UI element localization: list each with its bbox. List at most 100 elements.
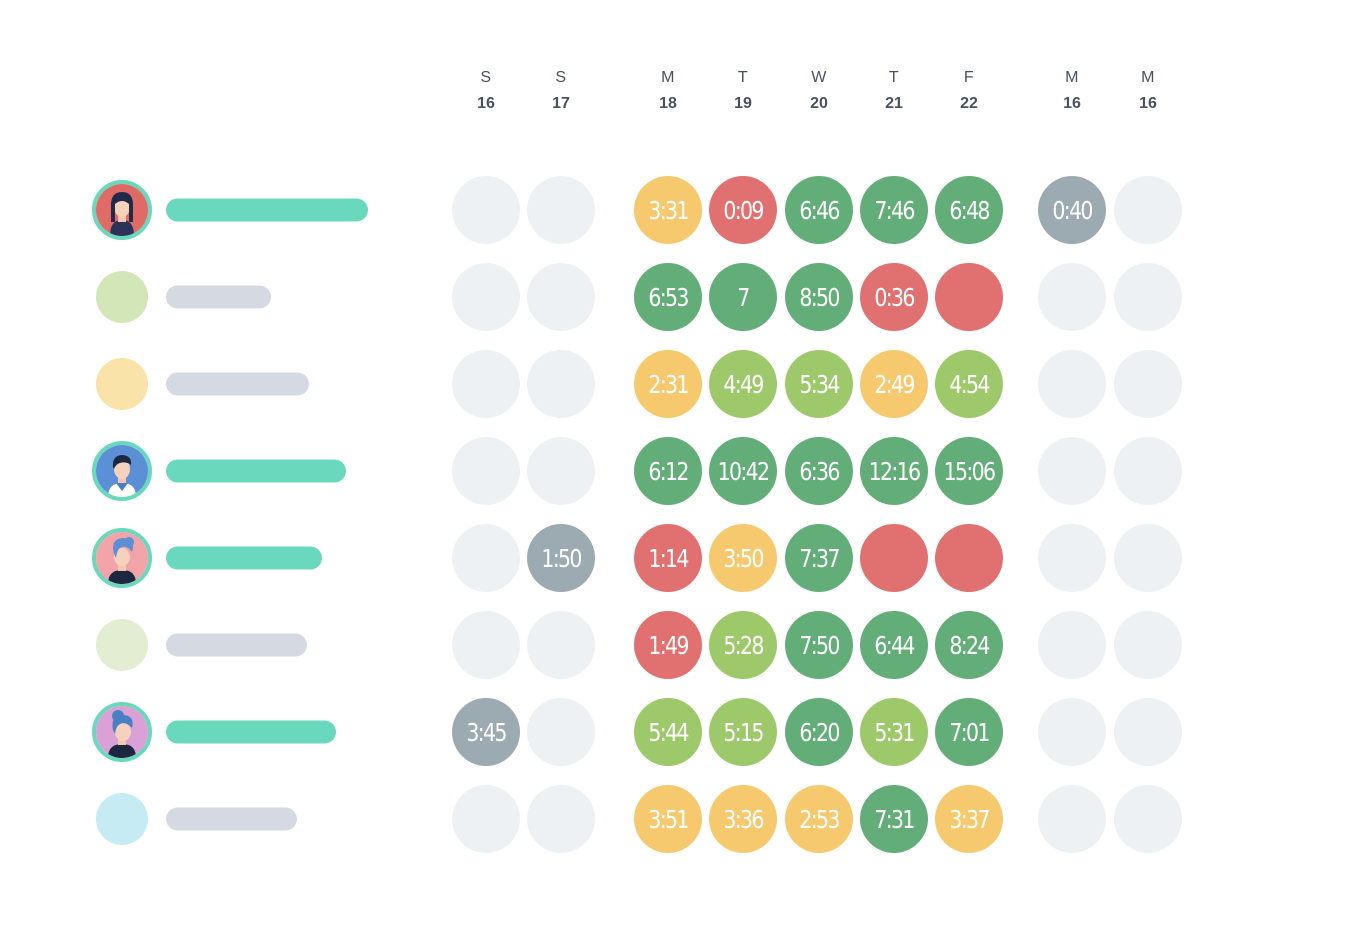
time-cell[interactable]: 5:28 (709, 611, 777, 679)
day-number: 16 (477, 95, 495, 112)
time-cell[interactable]: 6:36 (785, 437, 853, 505)
time-cell[interactable] (1114, 524, 1182, 592)
time-cell[interactable] (452, 524, 520, 592)
time-cell[interactable]: 7:37 (785, 524, 853, 592)
time-cell[interactable]: 7 (709, 263, 777, 331)
time-cell[interactable] (452, 611, 520, 679)
day-number: 16 (1063, 95, 1081, 112)
time-cell[interactable]: 6:44 (860, 611, 928, 679)
time-cell[interactable] (935, 524, 1003, 592)
day-number: 17 (552, 95, 570, 112)
time-cell[interactable]: 3:50 (709, 524, 777, 592)
time-cell[interactable]: 5:15 (709, 698, 777, 766)
day-letter: T (737, 69, 749, 86)
time-cell[interactable]: 12:16 (860, 437, 928, 505)
time-cell[interactable]: 3:51 (634, 785, 702, 853)
time-cell[interactable]: 6:20 (785, 698, 853, 766)
time-cell[interactable] (1114, 785, 1182, 853)
time-cell[interactable]: 6:12 (634, 437, 702, 505)
time-value: 12:16 (868, 456, 922, 486)
time-cell[interactable] (1038, 263, 1106, 331)
placeholder-avatar-icon (96, 358, 148, 410)
time-cell[interactable] (860, 524, 928, 592)
time-cell[interactable] (1114, 176, 1182, 244)
time-cell[interactable] (452, 785, 520, 853)
time-cell[interactable] (527, 611, 595, 679)
time-cell[interactable]: 7:50 (785, 611, 853, 679)
time-cell[interactable] (1038, 611, 1106, 679)
placeholder-avatar-icon (96, 619, 148, 671)
time-cell[interactable]: 3:45 (452, 698, 520, 766)
day-number: 20 (810, 95, 828, 112)
time-cell[interactable] (527, 263, 595, 331)
time-cell[interactable]: 6:46 (785, 176, 853, 244)
time-cell[interactable]: 2:53 (785, 785, 853, 853)
employee-row[interactable]: 3:31 0:09 6:46 7:46 6:48 0:40 (0, 167, 1364, 254)
time-cell[interactable]: 4:54 (935, 350, 1003, 418)
time-cell[interactable] (527, 437, 595, 505)
employee-row[interactable]: 6:12 10:42 6:36 12:16 15:06 (0, 428, 1364, 515)
employee-row[interactable]: 1:49 5:28 7:50 6:44 8:24 (0, 602, 1364, 689)
time-value: 8:24 (949, 630, 990, 660)
time-cell[interactable]: 3:37 (935, 785, 1003, 853)
time-cell[interactable]: 2:31 (634, 350, 702, 418)
day-header-8: M 16 (1108, 68, 1188, 114)
time-cell[interactable] (1038, 785, 1106, 853)
time-cell[interactable]: 7:46 (860, 176, 928, 244)
time-cell[interactable]: 8:24 (935, 611, 1003, 679)
time-cell[interactable] (1114, 437, 1182, 505)
time-cell[interactable] (935, 263, 1003, 331)
time-value: 1:14 (648, 543, 689, 573)
day-number: 18 (659, 95, 677, 112)
time-cell[interactable] (527, 176, 595, 244)
time-cell[interactable] (1038, 698, 1106, 766)
time-cell[interactable] (1114, 263, 1182, 331)
time-cell[interactable]: 7:01 (935, 698, 1003, 766)
time-cell[interactable] (1114, 698, 1182, 766)
time-cell[interactable]: 10:42 (709, 437, 777, 505)
employee-row[interactable]: 1:50 1:14 3:50 7:37 (0, 515, 1364, 602)
time-cell[interactable]: 8:50 (785, 263, 853, 331)
day-letter: S (480, 69, 492, 86)
time-cell[interactable] (452, 176, 520, 244)
time-cell[interactable]: 2:49 (860, 350, 928, 418)
time-cell[interactable] (452, 437, 520, 505)
time-cell[interactable]: 1:49 (634, 611, 702, 679)
day-header-1: S 17 (521, 68, 601, 114)
time-cell[interactable]: 3:31 (634, 176, 702, 244)
time-cell[interactable]: 1:50 (527, 524, 595, 592)
time-cell[interactable]: 15:06 (935, 437, 1003, 505)
avatar-woman-purple-icon (92, 702, 152, 762)
employee-row[interactable]: 3:45 5:44 5:15 6:20 5:31 7:01 (0, 689, 1364, 776)
employee-row[interactable]: 6:53 7 8:50 0:36 (0, 254, 1364, 341)
time-cell[interactable] (1114, 611, 1182, 679)
time-cell[interactable]: 4:49 (709, 350, 777, 418)
time-cell[interactable]: 0:40 (1038, 176, 1106, 244)
time-cell[interactable]: 3:36 (709, 785, 777, 853)
time-cell[interactable] (1038, 437, 1106, 505)
time-cell[interactable] (452, 350, 520, 418)
time-cell[interactable]: 0:09 (709, 176, 777, 244)
time-cell[interactable]: 0:36 (860, 263, 928, 331)
employee-row[interactable]: 3:51 3:36 2:53 7:31 3:37 (0, 776, 1364, 863)
time-cell[interactable] (527, 350, 595, 418)
time-cell[interactable]: 1:14 (634, 524, 702, 592)
time-cell[interactable] (527, 785, 595, 853)
time-cell[interactable]: 7:31 (860, 785, 928, 853)
time-cell[interactable]: 6:48 (935, 176, 1003, 244)
day-letter: W (811, 69, 827, 86)
time-value: 1:49 (648, 630, 689, 660)
time-cell[interactable] (1038, 350, 1106, 418)
time-cell[interactable]: 5:31 (860, 698, 928, 766)
time-cell[interactable] (527, 698, 595, 766)
time-value: 10:42 (717, 456, 771, 486)
employee-row[interactable]: 2:31 4:49 5:34 2:49 4:54 (0, 341, 1364, 428)
time-cell[interactable] (1114, 350, 1182, 418)
time-cell[interactable]: 6:53 (634, 263, 702, 331)
time-cell[interactable]: 5:34 (785, 350, 853, 418)
time-value: 6:48 (949, 195, 990, 225)
time-cell[interactable]: 5:44 (634, 698, 702, 766)
time-cell[interactable] (452, 263, 520, 331)
avatar-man-blue-icon (92, 441, 152, 501)
time-cell[interactable] (1038, 524, 1106, 592)
